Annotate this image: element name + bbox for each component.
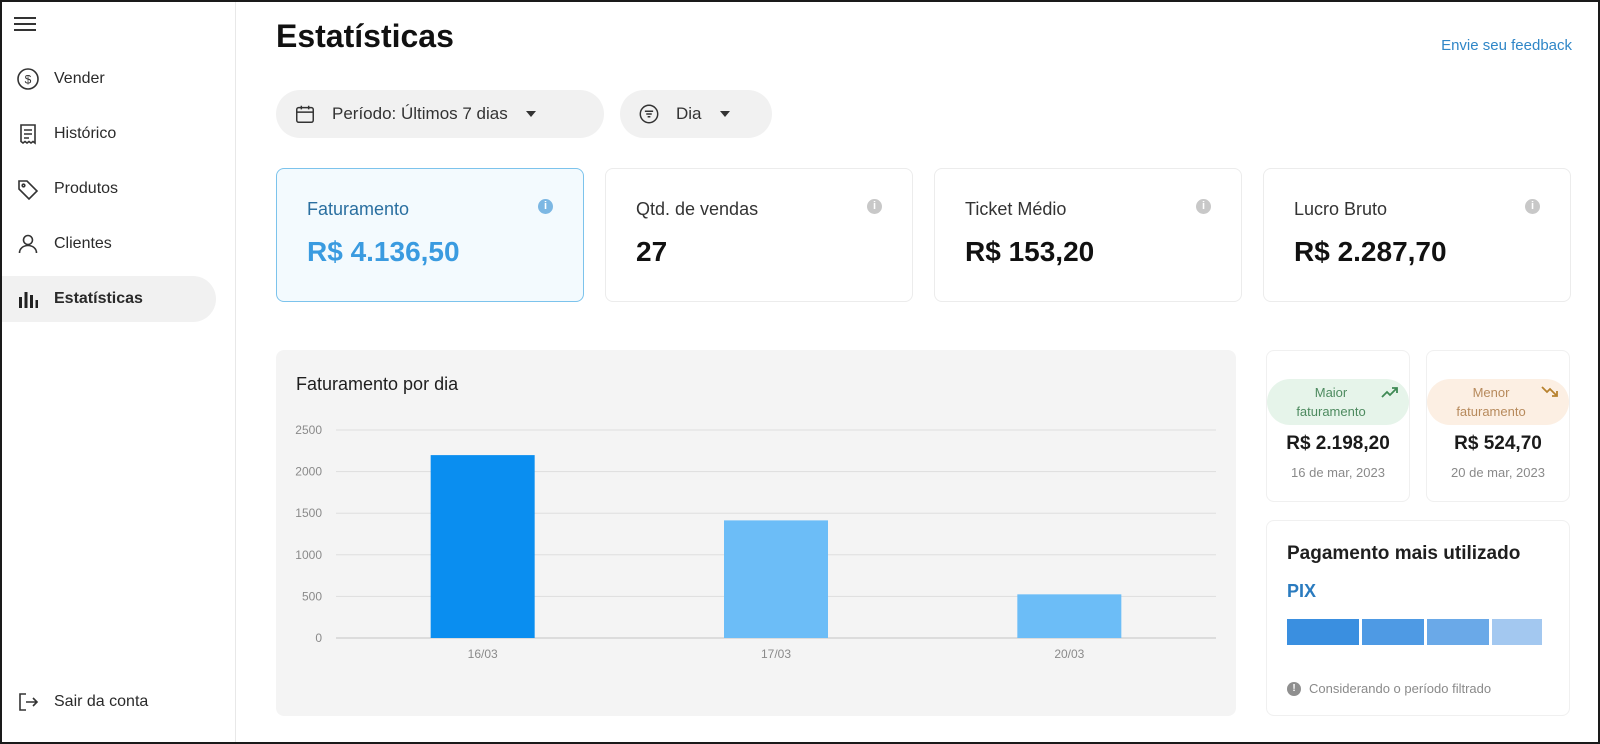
period-filter-dropdown[interactable]: Período: Últimos 7 dias (276, 90, 604, 138)
kpi-value: 27 (636, 236, 668, 267)
sidebar-item-estatisticas[interactable]: Estatísticas (0, 276, 216, 322)
kpi-label: Faturamento (307, 199, 410, 219)
sidebar-item-clientes[interactable]: Clientes (0, 221, 216, 267)
sidebar-item-label: Clientes (54, 235, 112, 252)
info-icon[interactable]: i (538, 199, 553, 214)
kpi-value: R$ 153,20 (965, 236, 1095, 267)
kpi-card-ticket-medio[interactable]: Ticket Médio R$ 153,20 i (934, 168, 1242, 302)
group-by-dropdown[interactable]: Dia (620, 90, 772, 138)
max-revenue-card: Maior faturamento R$ 2.198,20 16 de mar,… (1266, 350, 1410, 502)
min-revenue-card: Menor faturamento R$ 524,70 20 de mar, 2… (1426, 350, 1570, 502)
kpi-card-qtd-vendas[interactable]: Qtd. de vendas 27 i (605, 168, 913, 302)
chevron-down-icon (525, 111, 536, 117)
feedback-link[interactable]: Envie seu feedback (1441, 37, 1572, 54)
sidebar-item-label: Vender (54, 70, 105, 87)
tag-icon (14, 175, 42, 203)
calendar-icon (296, 105, 314, 123)
page-title: Estatísticas (276, 18, 454, 54)
y-tick-label: 2000 (295, 465, 322, 479)
logout-label: Sair da conta (54, 693, 149, 710)
svg-text:$: $ (25, 73, 32, 87)
max-revenue-date: 16 de mar, 2023 (1291, 465, 1385, 480)
y-tick-label: 2500 (295, 423, 322, 437)
payment-card: Pagamento mais utilizado PIX ! Considera… (1266, 520, 1570, 716)
hamburger-menu-icon[interactable] (14, 14, 40, 34)
y-tick-label: 500 (302, 589, 322, 603)
sidebar: $ Vender Histórico Produtos Clientes (0, 0, 236, 744)
bar-chart-icon (14, 285, 42, 313)
revenue-chart-card: Faturamento por dia 0 500 1000 1500 2000 2500… (276, 350, 1236, 716)
filter-icon (639, 104, 659, 124)
payment-bar-segment (1427, 619, 1489, 645)
chart-bar[interactable] (430, 455, 535, 638)
min-revenue-date: 20 de mar, 2023 (1451, 465, 1545, 480)
sidebar-item-produtos[interactable]: Produtos (0, 166, 216, 212)
group-by-label: Dia (676, 104, 702, 123)
kpi-card-faturamento[interactable]: Faturamento R$ 4.136,50 i (276, 168, 584, 302)
max-revenue-value: R$ 2.198,20 (1286, 433, 1390, 454)
receipt-icon (14, 120, 42, 148)
sidebar-item-label: Produtos (54, 180, 119, 197)
trending-down-icon (1541, 386, 1558, 397)
payment-method: PIX (1287, 581, 1317, 601)
x-tick-label: 20/03 (1054, 647, 1084, 661)
info-icon[interactable]: i (867, 199, 882, 214)
chart-bar[interactable] (1017, 594, 1122, 638)
kpi-value: R$ 4.136,50 (307, 236, 460, 267)
sidebar-item-vender[interactable]: $ Vender (0, 56, 216, 102)
chart-title: Faturamento por dia (296, 374, 459, 394)
logout-button[interactable]: Sair da conta (14, 688, 148, 716)
sidebar-nav: $ Vender Histórico Produtos Clientes (0, 56, 216, 331)
x-tick-label: 16/03 (468, 647, 498, 661)
payment-title: Pagamento mais utilizado (1287, 543, 1521, 564)
payment-note: ! Considerando o período filtrado (1287, 681, 1491, 696)
kpi-label: Qtd. de vendas (636, 199, 759, 219)
payment-bar-segment (1492, 619, 1542, 645)
min-revenue-label: Menor faturamento (1456, 385, 1526, 419)
dollar-circle-icon: $ (14, 65, 42, 93)
y-tick-label: 1500 (295, 506, 322, 520)
payment-bar-segment (1362, 619, 1424, 645)
payment-note-text: Considerando o período filtrado (1309, 681, 1492, 696)
info-icon[interactable]: i (1525, 199, 1540, 214)
kpi-label: Ticket Médio (965, 199, 1067, 219)
person-icon (14, 230, 42, 258)
max-revenue-label: Maior faturamento (1296, 385, 1366, 419)
payment-bar (1287, 619, 1545, 645)
y-tick-label: 0 (315, 631, 322, 645)
payment-bar-segment (1287, 619, 1359, 645)
kpi-label: Lucro Bruto (1294, 199, 1388, 219)
kpi-card-lucro-bruto[interactable]: Lucro Bruto R$ 2.287,70 i (1263, 168, 1571, 302)
chart-bar[interactable] (724, 520, 828, 638)
y-tick-label: 1000 (295, 548, 322, 562)
x-tick-label: 17/03 (761, 647, 791, 661)
info-icon[interactable]: i (1196, 199, 1211, 214)
max-revenue-pill: Maior faturamento (1267, 379, 1409, 425)
sidebar-item-historico[interactable]: Histórico (0, 111, 216, 157)
sidebar-item-label: Estatísticas (54, 290, 143, 307)
min-revenue-value: R$ 524,70 (1454, 433, 1542, 454)
sidebar-item-label: Histórico (54, 125, 117, 142)
logout-icon (14, 688, 42, 716)
min-revenue-pill: Menor faturamento (1427, 379, 1569, 425)
kpi-value: R$ 2.287,70 (1294, 236, 1447, 267)
chevron-down-icon (719, 111, 730, 117)
info-icon: ! (1287, 681, 1301, 696)
revenue-bar-chart: 0 500 1000 1500 2000 2500 16/03 17/03 20/03 (295, 423, 1216, 661)
trending-up-icon (1381, 387, 1398, 398)
period-filter-label: Período: Últimos 7 dias (332, 104, 508, 123)
